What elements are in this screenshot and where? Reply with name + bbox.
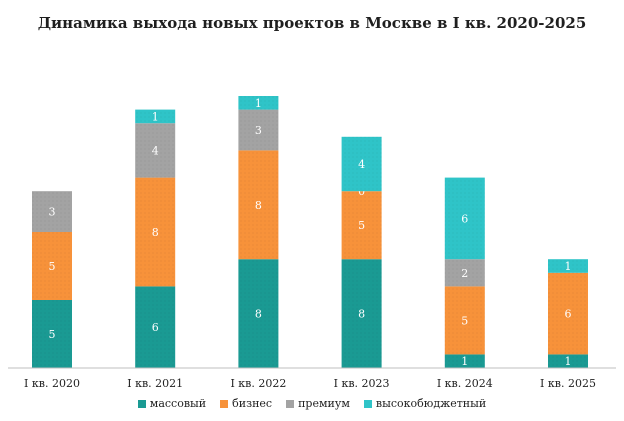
- legend: массовый бизнес премиум высокобюджетный: [0, 397, 624, 410]
- legend-label: бизнес: [232, 397, 273, 410]
- bar-segment-texture: [341, 191, 382, 260]
- bar-segment-texture: [32, 191, 72, 232]
- bar-segment-texture: [135, 286, 176, 368]
- x-tick-label: I кв. 2023: [334, 377, 390, 390]
- bar-value-label: 5: [358, 219, 365, 232]
- x-tick-label: I кв. 2024: [437, 377, 493, 390]
- legend-swatch: [137, 399, 146, 408]
- legend-label: массовый: [149, 397, 207, 410]
- bar-segment-texture: [238, 150, 279, 260]
- bar-segment-texture: [548, 354, 588, 368]
- bar-value-label: 1: [565, 355, 572, 368]
- bar-value-label: 4: [152, 144, 159, 157]
- legend-swatch: [363, 399, 372, 408]
- bar-value-label: 6: [461, 212, 468, 225]
- bar-segment-texture: [341, 259, 382, 368]
- x-tick-label: I кв. 2020: [24, 377, 80, 390]
- bar-value-label: 1: [152, 110, 159, 123]
- bar-segment-texture: [444, 177, 485, 260]
- bar-value-label: 6: [152, 321, 159, 334]
- x-tick-label: I кв. 2025: [540, 377, 596, 390]
- bar-segment-texture: [238, 109, 279, 151]
- bar-segment-texture: [32, 232, 72, 300]
- bar-segment-texture: [135, 177, 176, 287]
- bar-value-label: 1: [461, 355, 468, 368]
- bar-segment-texture: [548, 272, 588, 355]
- bar-value-label: 8: [152, 226, 159, 239]
- bar-value-label: 5: [49, 260, 56, 273]
- bar-value-label: 8: [255, 308, 262, 321]
- x-tick-label: I кв. 2022: [230, 377, 286, 390]
- bar-value-label: 3: [255, 124, 262, 137]
- bar-segment-texture: [238, 96, 279, 110]
- bar-value-label: 5: [461, 314, 468, 327]
- bar-value-label: 3: [49, 206, 56, 219]
- bar-value-label: 1: [255, 97, 262, 110]
- chart-title: Динамика выхода новых проектов в Москве …: [37, 14, 587, 32]
- x-tick-labels: I кв. 2020 I кв. 2021 I кв. 2022 I кв. 2023…: [24, 377, 596, 390]
- bar-value-label: 2: [461, 267, 468, 280]
- legend-item: премиум: [286, 397, 350, 410]
- legend-label: высокобюджетный: [375, 397, 487, 410]
- legend-item: высокобюджетный: [363, 397, 487, 410]
- legend-swatch: [286, 399, 295, 408]
- bar-segment-texture: [135, 109, 176, 124]
- bar-value-label: 0: [358, 185, 365, 198]
- x-tick-label: I кв. 2021: [127, 377, 183, 390]
- legend-swatch: [220, 399, 229, 408]
- legend-item: бизнес: [220, 397, 272, 410]
- bar-segment-texture: [135, 123, 176, 178]
- bar-segment-texture: [238, 259, 279, 368]
- bar-segment-texture: [341, 136, 382, 192]
- bar-segment-texture: [32, 300, 72, 368]
- bar-value-label: 8: [255, 199, 262, 212]
- bar-segment-texture: [548, 259, 588, 273]
- bar-segment-texture: [444, 354, 485, 368]
- bar-value-label: 5: [49, 328, 56, 341]
- bar-segment-texture: [444, 286, 485, 355]
- bar-segment-texture: [444, 259, 485, 287]
- bar-value-label: 4: [358, 158, 365, 171]
- bar-value-label: 1: [565, 260, 572, 273]
- bars-group: 5 5 3 6 8 4 1 8 8 3 1 8 5 0 4 1 5 2 6 1 6 1: [32, 96, 588, 368]
- bar-value-label: 8: [358, 308, 365, 321]
- bar-value-label: 6: [565, 308, 572, 321]
- legend-label: премиум: [298, 397, 350, 410]
- legend-item: массовый: [137, 397, 207, 410]
